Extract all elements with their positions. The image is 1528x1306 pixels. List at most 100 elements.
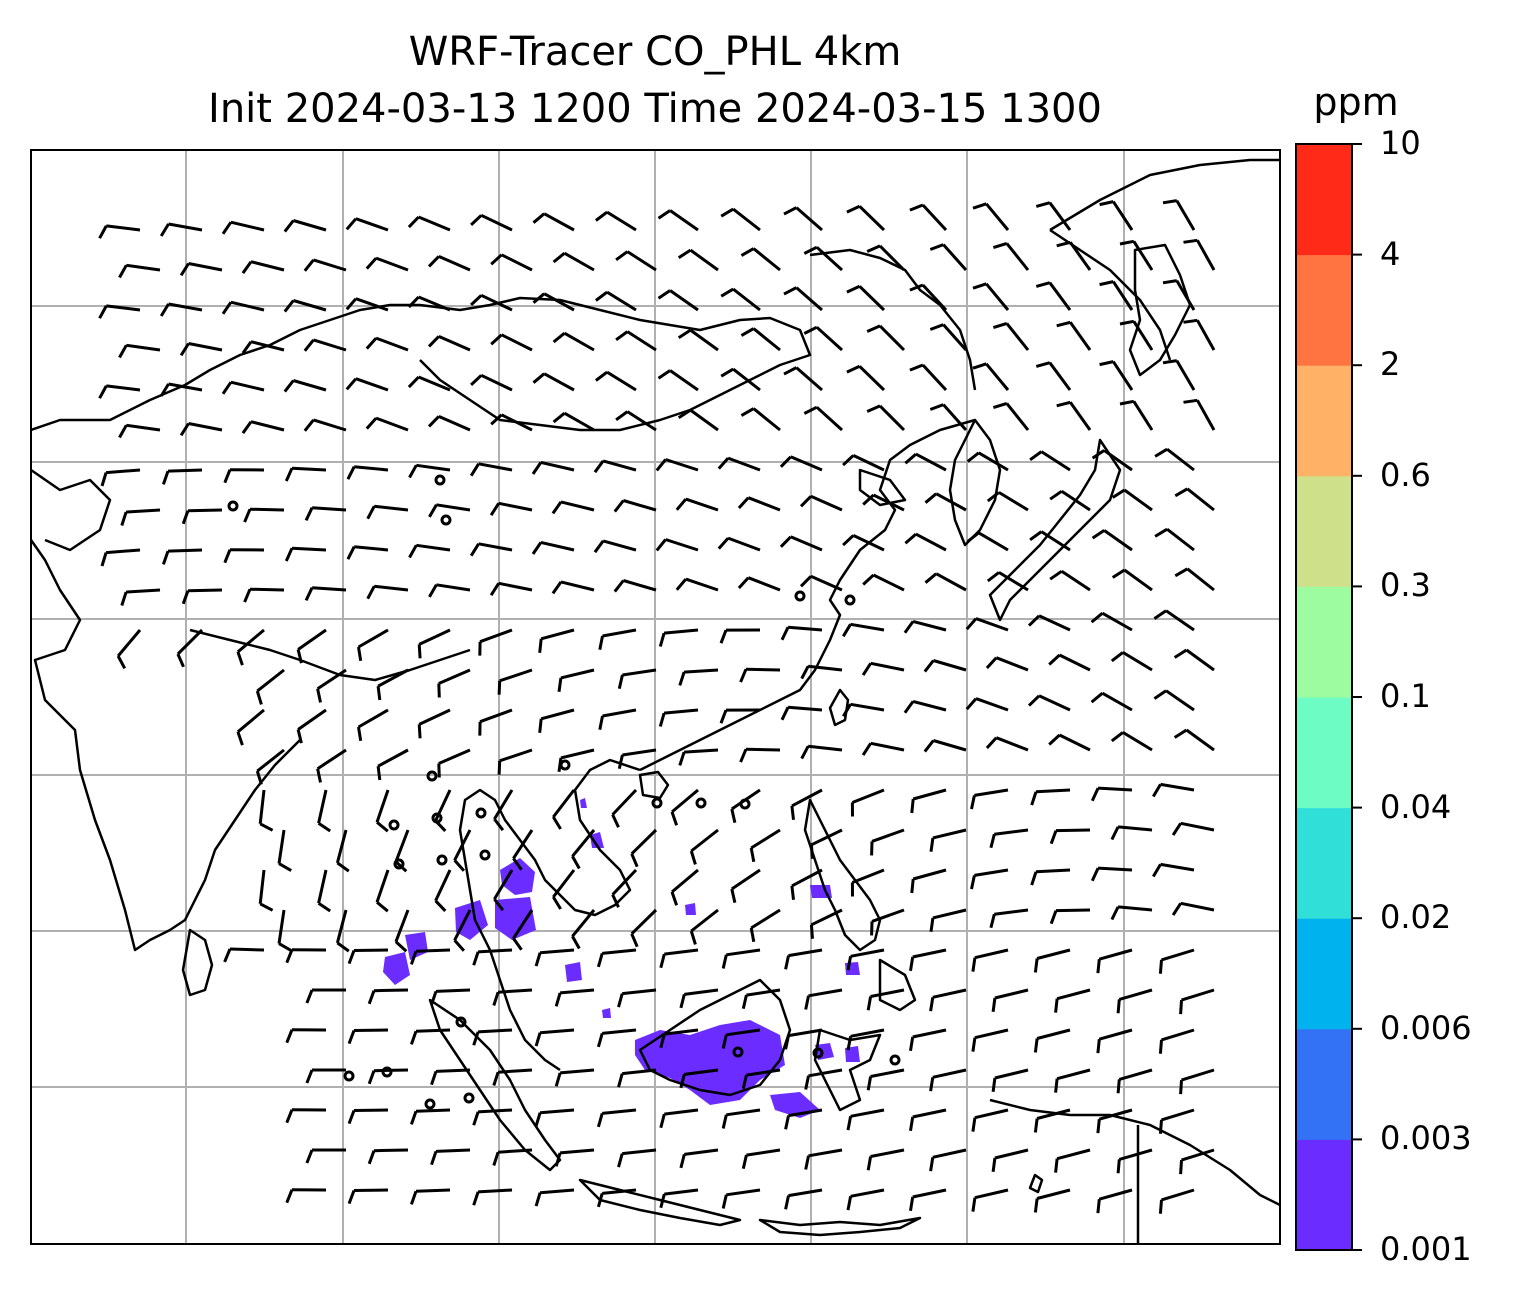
wind-barb — [803, 245, 844, 272]
calm-wind-marker — [479, 849, 491, 861]
wind-barb — [596, 1188, 637, 1208]
wind-barb — [1183, 398, 1216, 431]
wind-barb — [850, 868, 885, 897]
wind-barb — [965, 697, 1009, 712]
wind-barb — [1099, 360, 1134, 391]
wind-barb — [611, 868, 638, 908]
wind-barb — [595, 370, 637, 392]
wind-barb — [283, 219, 327, 233]
wind-barb — [236, 628, 265, 666]
coastline-segment — [638, 770, 670, 800]
wind-barb — [236, 708, 265, 746]
coastline-segment — [181, 928, 214, 997]
wind-barb — [100, 468, 141, 487]
wind-barb — [534, 1188, 575, 1207]
colorbar-tick-label: 0.006 — [1380, 1008, 1472, 1047]
wind-barb — [427, 415, 471, 432]
wind-barb — [221, 300, 265, 315]
wind-barb — [846, 284, 886, 312]
wind-barb — [991, 1148, 1029, 1172]
wind-barb — [741, 988, 781, 1010]
wind-barb — [923, 739, 967, 753]
wind-barb — [689, 828, 719, 865]
wind-barb — [284, 546, 327, 562]
wind-barb — [850, 788, 885, 817]
plume-patch — [383, 952, 410, 985]
title-line-2: Init 2024-03-13 1200 Time 2024-03-15 130… — [208, 86, 1102, 132]
wind-barb — [1173, 648, 1215, 672]
wind-barb — [255, 668, 285, 705]
calm-wind-marker — [424, 1098, 436, 1110]
wind-barb — [1027, 614, 1071, 632]
wind-barb — [593, 459, 637, 474]
wind-barb — [784, 1028, 823, 1050]
wind-barb — [670, 788, 699, 826]
wind-barb — [1049, 489, 1091, 512]
wind-barb — [427, 335, 471, 352]
wind-barb — [1152, 862, 1195, 878]
wind-barb — [427, 255, 471, 272]
wind-barb — [617, 1068, 657, 1088]
calm-wind-marker — [381, 1066, 393, 1078]
wind-barb — [613, 499, 657, 513]
wind-barb — [909, 1028, 947, 1052]
wind-barb — [749, 828, 781, 863]
wind-barb — [284, 466, 327, 482]
wind-barb — [779, 455, 823, 472]
wind-barb — [552, 331, 595, 352]
wind-barb — [346, 465, 389, 480]
coastline-segment — [1049, 158, 1280, 232]
wind-barb — [720, 367, 761, 392]
wind-barb — [1158, 1108, 1195, 1134]
wind-barb — [737, 496, 781, 512]
wind-barb — [375, 869, 390, 913]
wind-barb — [552, 251, 595, 272]
wind-barb — [740, 327, 781, 352]
wind-barb — [678, 748, 719, 766]
wind-barb — [904, 532, 947, 552]
wind-barb — [430, 1148, 471, 1166]
wind-barb — [784, 948, 823, 970]
coastline-segment — [31, 468, 112, 552]
wind-barb — [870, 828, 905, 856]
wind-barb — [1183, 318, 1216, 351]
coastline-segment — [1128, 243, 1192, 377]
coastlines — [31, 158, 1280, 1244]
wind-barb — [98, 304, 141, 319]
calm-wind-marker — [440, 514, 452, 526]
wind-barb — [790, 868, 823, 900]
wind-barb — [366, 584, 409, 600]
wind-barb — [335, 909, 350, 953]
wind-barb — [659, 1028, 699, 1049]
wind-barb — [303, 418, 347, 432]
wind-barb — [179, 342, 223, 357]
wind-barb — [285, 1028, 327, 1044]
wind-barb — [986, 491, 1029, 512]
wind-barb — [472, 948, 513, 966]
wind-barb — [453, 829, 472, 872]
wind-barb — [243, 587, 285, 603]
colorbar-tick-label: 0.6 — [1380, 455, 1431, 494]
wind-barb — [221, 380, 265, 395]
wind-barb — [719, 628, 761, 644]
wind-barb — [552, 869, 576, 910]
wind-barb — [804, 1068, 843, 1090]
wind-barb — [409, 1108, 451, 1125]
wind-barb — [366, 504, 409, 520]
wind-barb — [98, 224, 141, 239]
wind-barb — [283, 299, 327, 313]
title-line-1: WRF-Tracer CO_PHL 4km — [408, 29, 902, 75]
wind-barb — [617, 988, 657, 1008]
wind-barb — [717, 456, 761, 472]
coastline-segment — [948, 418, 1002, 547]
wind-barb — [1099, 200, 1134, 231]
wind-barb — [866, 244, 906, 272]
wind-barb — [929, 988, 967, 1012]
colorbar-tick-label: 0.04 — [1380, 787, 1452, 826]
wind-barb — [532, 372, 575, 392]
coastline-segment — [419, 296, 812, 432]
wind-barb — [159, 222, 203, 237]
wind-barb — [783, 206, 823, 232]
wind-barb — [615, 250, 657, 272]
coastline-segment — [803, 798, 882, 952]
